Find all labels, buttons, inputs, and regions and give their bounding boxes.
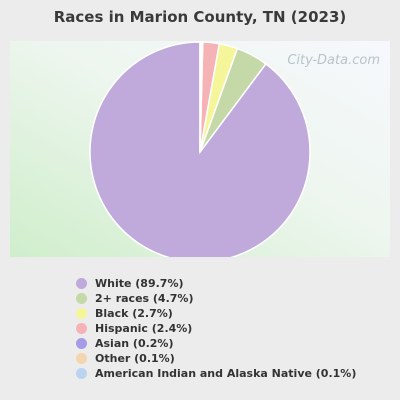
- legend-swatch: [76, 323, 87, 334]
- legend-swatch: [76, 293, 87, 304]
- legend-item: Asian (0.2%): [76, 336, 356, 351]
- legend-item: Black (2.7%): [76, 306, 356, 321]
- legend-swatch: [76, 278, 87, 289]
- legend-swatch: [76, 338, 87, 349]
- legend-item: Other (0.1%): [76, 351, 356, 366]
- legend-label: Asian (0.2%): [95, 337, 174, 350]
- pie-chart: [89, 41, 311, 257]
- legend-swatch: [76, 353, 87, 364]
- plot-area: City-Data.com: [10, 41, 390, 257]
- legend: White (89.7%) 2+ races (4.7%) Black (2.7%)…: [76, 276, 356, 381]
- legend-label: Other (0.1%): [95, 352, 175, 365]
- pie-slice-6: [199, 41, 202, 153]
- watermark: City-Data.com: [287, 53, 380, 68]
- chart-title: Races in Marion County, TN (2023): [53, 8, 347, 26]
- legend-label: American Indian and Alaska Native (0.1%): [95, 367, 357, 380]
- legend-item: Hispanic (2.4%): [76, 321, 356, 336]
- legend-label: Black (2.7%): [95, 307, 173, 320]
- legend-swatch: [76, 368, 87, 379]
- legend-label: Hispanic (2.4%): [95, 322, 193, 335]
- legend-item: 2+ races (4.7%): [76, 291, 356, 306]
- legend-item: American Indian and Alaska Native (0.1%): [76, 366, 356, 381]
- legend-label: White (89.7%): [95, 277, 184, 290]
- legend-swatch: [76, 308, 87, 319]
- legend-label: 2+ races (4.7%): [95, 292, 194, 305]
- legend-item: White (89.7%): [76, 276, 356, 291]
